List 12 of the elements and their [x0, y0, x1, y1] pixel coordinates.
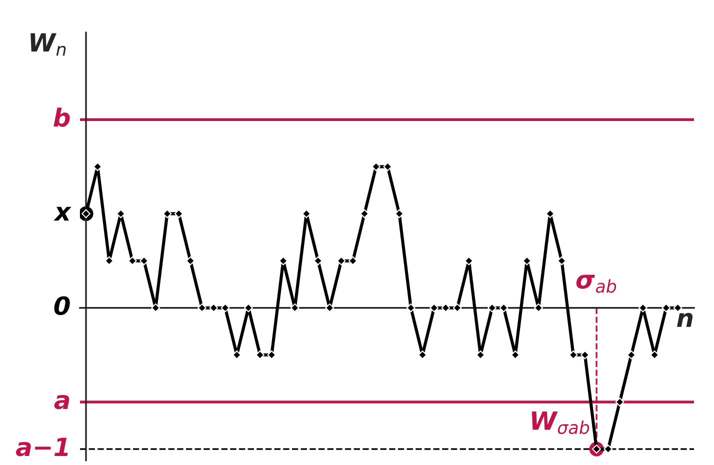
- annotation: σ$_{ab}$: [576, 274, 616, 293]
- annotation: W$_{σab}$: [532, 411, 590, 434]
- ref-line-label: a−1: [16, 438, 68, 456]
- x-axis-title: n: [676, 312, 693, 327]
- text: x: [54, 206, 72, 221]
- point: [615, 398, 624, 406]
- y-axis-title: W$_{n}$: [30, 33, 66, 56]
- ref-line-label: a: [54, 394, 70, 410]
- text: 0: [54, 296, 70, 316]
- ref-line-label: b: [54, 108, 70, 127]
- point: [360, 209, 369, 218]
- point: [406, 303, 416, 312]
